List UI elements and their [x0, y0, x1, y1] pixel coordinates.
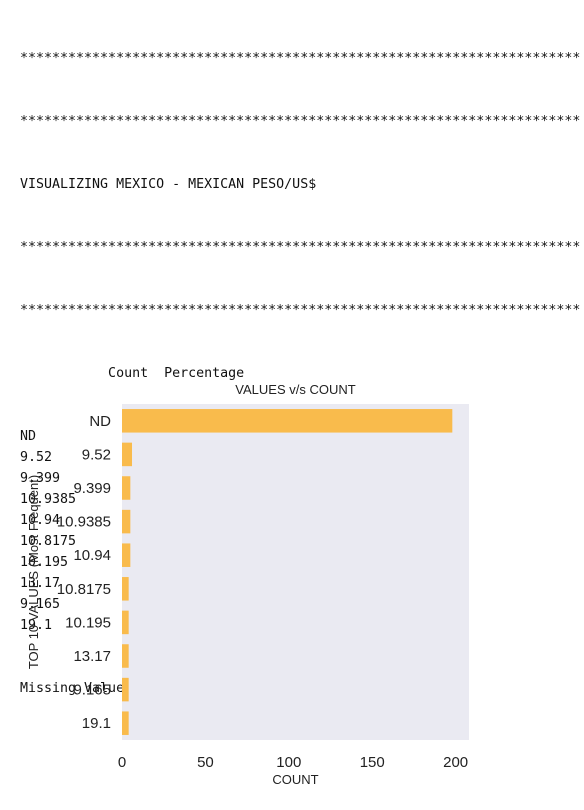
bar — [122, 509, 131, 534]
bar — [122, 442, 133, 467]
plot-area — [122, 404, 469, 740]
separator-line: ****************************************… — [20, 51, 581, 66]
bar — [122, 610, 129, 635]
y-tick-label: 10.8175 — [57, 581, 111, 598]
bar — [122, 476, 131, 500]
y-tick-label: 10.195 — [65, 614, 111, 631]
y-tick-label: ND — [89, 413, 111, 430]
chart-title: VALUES v/s COUNT — [235, 382, 355, 397]
x-tick-label: 200 — [443, 754, 468, 771]
bar — [122, 644, 129, 668]
separator-line: ****************************************… — [20, 240, 581, 255]
bar — [122, 543, 131, 567]
y-tick-label: 9.399 — [73, 480, 111, 497]
bar — [122, 711, 129, 735]
bar — [122, 577, 129, 601]
console-heading: VISUALIZING MEXICO - MEXICAN PESO/US$ — [20, 177, 317, 192]
x-axis-label: COUNT — [272, 772, 318, 787]
bar — [122, 409, 453, 433]
y-tick-label: 9.52 — [82, 446, 111, 463]
x-tick-label: 0 — [118, 754, 126, 771]
y-tick-label: 10.9385 — [57, 514, 111, 531]
bar — [122, 677, 129, 702]
y-tick-label: 13.17 — [73, 648, 111, 665]
table-header: Count Percentage — [20, 366, 245, 381]
x-tick-label: 50 — [197, 754, 214, 771]
separator-line: ****************************************… — [20, 114, 581, 129]
bar-chart: VALUES v/s COUNT ND 9.52 9.399 10.9385 10.94 1… — [26, 382, 469, 787]
x-tick-label: 150 — [360, 754, 385, 771]
y-tick-label: 10.94 — [73, 547, 111, 564]
y-axis-label: TOP 10 VALUES (Most Frequent) — [26, 475, 41, 669]
x-tick-label: 100 — [276, 754, 301, 771]
y-tick-label: 9.165 — [73, 682, 111, 699]
separator-line: ****************************************… — [20, 303, 581, 318]
y-tick-label: 19.1 — [82, 715, 111, 732]
